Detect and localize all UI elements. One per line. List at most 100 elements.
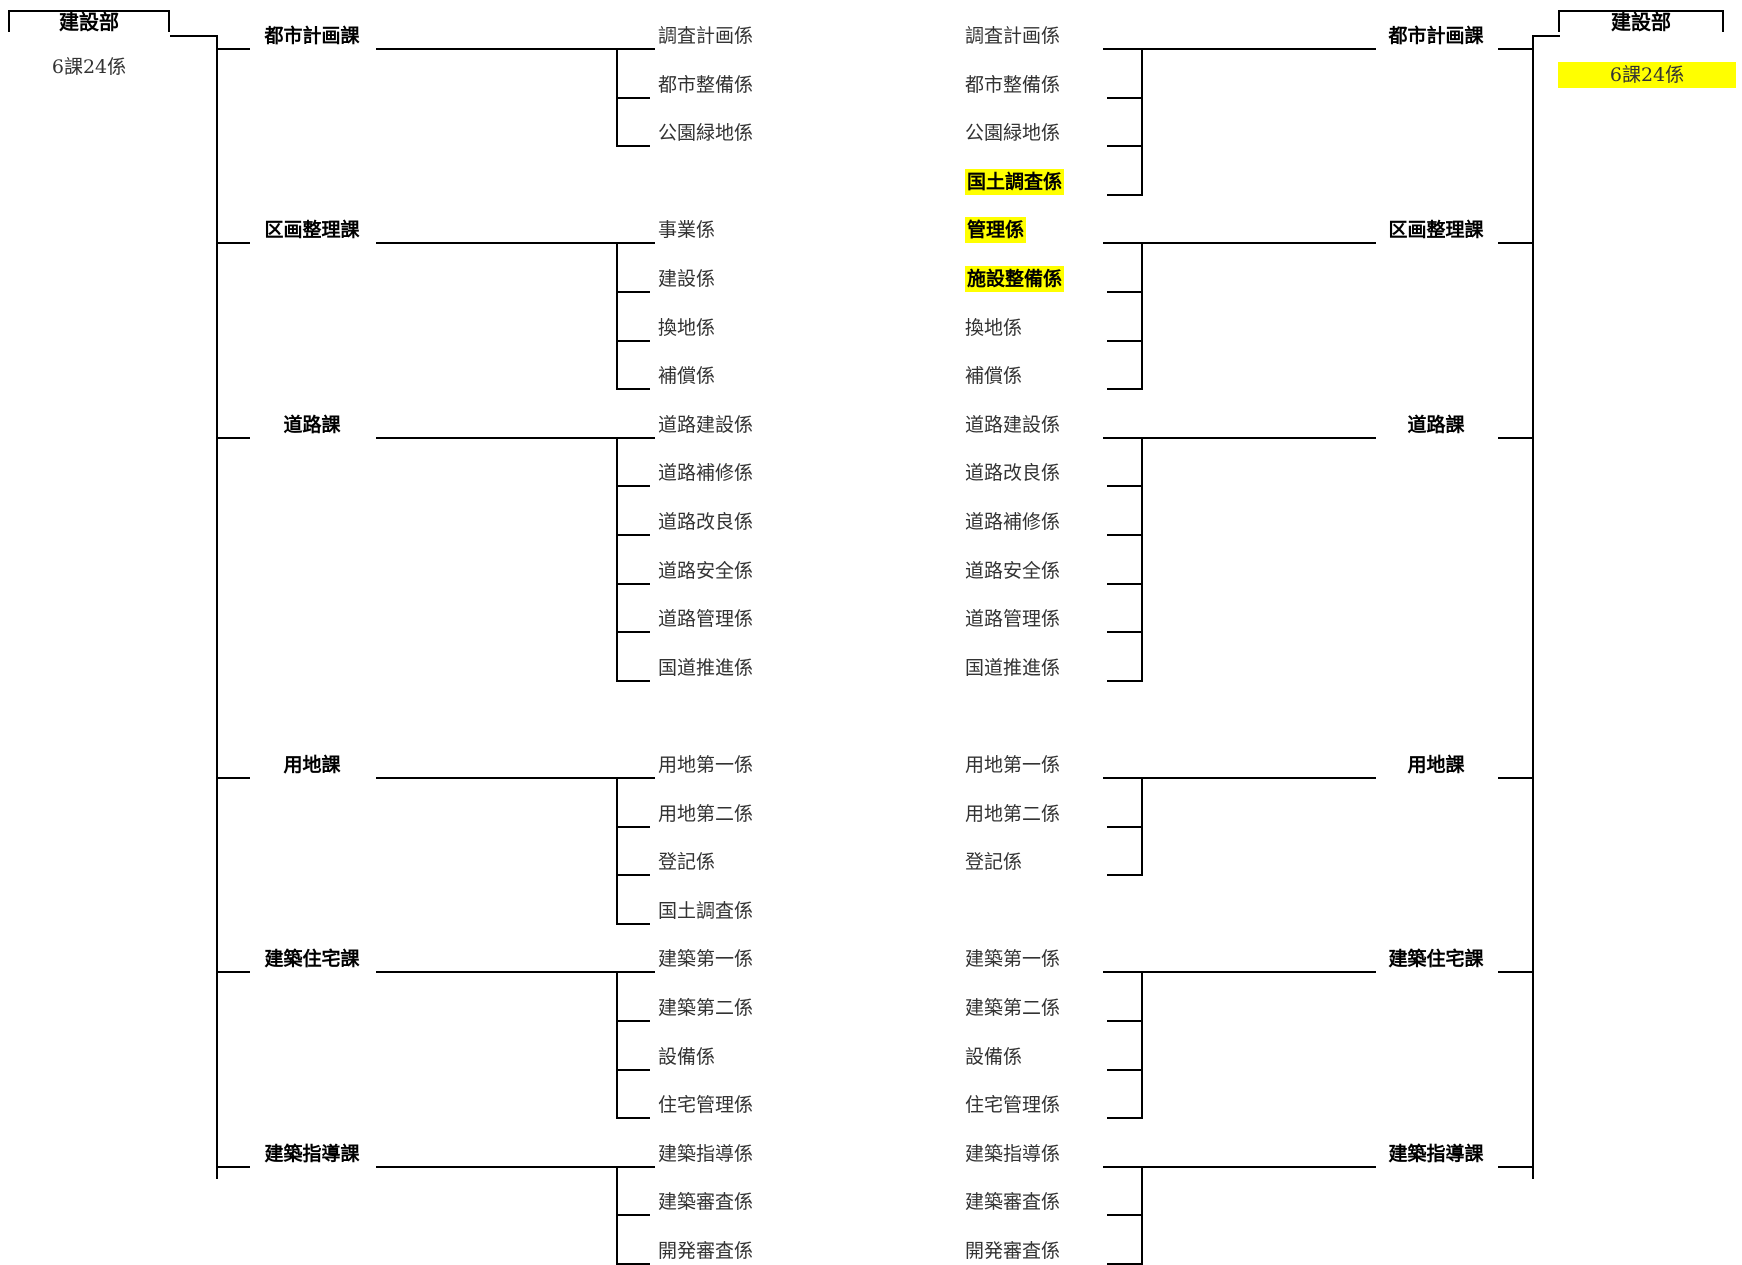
right-section-line <box>1103 242 1376 245</box>
right-unit-2-4: 道路管理係 <box>965 608 1061 631</box>
right-unit-5-0: 建築指導係 <box>965 1142 1061 1165</box>
right-unit-spine <box>1141 242 1143 391</box>
right-section-tick <box>1498 436 1532 439</box>
right-unit-tick <box>1107 339 1143 342</box>
left-unit-tick <box>616 825 650 828</box>
left-unit-tick <box>616 291 650 293</box>
right-unit-spine <box>1141 1165 1143 1265</box>
left-unit-tick <box>616 874 650 877</box>
left-unit-0-2: 公園緑地係 <box>658 122 754 145</box>
right-unit-tick <box>1107 582 1143 585</box>
left-department-count: 6課24係 <box>51 56 127 78</box>
left-unit-spine <box>616 971 618 1120</box>
left-unit-spine <box>616 777 618 925</box>
right-unit-3-1: 用地第二係 <box>965 802 1061 825</box>
left-unit-2-3: 道路安全係 <box>658 559 754 582</box>
right-unit-2-1: 道路改良係 <box>965 462 1061 485</box>
right-section-2: 道路課 <box>1407 413 1465 436</box>
right-unit-tick <box>1107 1214 1143 1217</box>
right-section-tick <box>1498 971 1532 974</box>
right-unit-2-0: 道路建設係 <box>965 413 1061 436</box>
right-unit-tick <box>1107 145 1143 148</box>
left-section-tick <box>216 242 250 245</box>
left-section-0: 都市計画課 <box>264 25 360 47</box>
right-unit-1-2: 換地係 <box>965 316 1023 339</box>
left-section-4: 建築住宅課 <box>264 948 360 971</box>
right-unit-3-2: 登記係 <box>965 851 1023 874</box>
right-unit-tick <box>1107 388 1143 391</box>
left-unit-tick <box>616 1117 650 1120</box>
left-unit-3-0: 用地第一係 <box>658 754 754 776</box>
left-section-line <box>376 436 655 439</box>
right-unit-0-0: 調査計画係 <box>965 25 1061 47</box>
right-section-tick <box>1498 48 1532 50</box>
left-unit-0-1: 都市整備係 <box>658 73 754 96</box>
right-unit-tick <box>1107 631 1143 634</box>
left-unit-2-5: 国道推進係 <box>658 656 754 679</box>
right-unit-2-3: 道路安全係 <box>965 559 1061 582</box>
right-unit-tick <box>1107 1117 1143 1120</box>
right-unit-0-2: 公園緑地係 <box>965 122 1061 145</box>
left-unit-tick <box>616 339 650 342</box>
left-unit-3-1: 用地第二係 <box>658 802 754 825</box>
right-unit-spine <box>1141 436 1143 682</box>
right-unit-tick <box>1107 1068 1143 1071</box>
right-unit-4-3: 住宅管理係 <box>965 1094 1061 1117</box>
left-unit-2-0: 道路建設係 <box>658 413 754 436</box>
left-unit-spine <box>616 242 618 391</box>
left-unit-1-0: 事業係 <box>658 219 716 242</box>
right-unit-tick <box>1107 291 1143 293</box>
right-unit-tick <box>1107 825 1143 828</box>
left-section-1: 区画整理課 <box>264 219 360 242</box>
right-unit-tick <box>1107 874 1143 877</box>
left-section-5: 建築指導課 <box>264 1142 360 1165</box>
left-unit-1-3: 補償係 <box>658 365 716 388</box>
left-section-tick <box>216 1165 250 1168</box>
left-section-tick <box>216 48 250 50</box>
left-unit-tick <box>616 1068 650 1071</box>
left-unit-1-2: 換地係 <box>658 316 716 339</box>
right-department-count: 6課24係 <box>1558 62 1736 88</box>
right-section-tick <box>1498 777 1532 779</box>
right-unit-5-1: 建築審査係 <box>965 1191 1061 1214</box>
right-unit-0-1: 都市整備係 <box>965 73 1061 96</box>
left-unit-tick <box>616 145 650 148</box>
left-unit-tick <box>616 534 650 536</box>
left-department-box: 建設部 <box>8 10 170 32</box>
right-unit-tick <box>1107 534 1143 536</box>
right-section-line <box>1103 1165 1376 1168</box>
right-section-line <box>1103 971 1376 974</box>
left-unit-tick <box>616 631 650 634</box>
left-dept-spine <box>216 35 218 1179</box>
right-unit-5-2: 開発審査係 <box>965 1240 1061 1262</box>
left-section-2: 道路課 <box>283 413 341 436</box>
right-section-3: 用地課 <box>1407 754 1465 776</box>
left-unit-spine <box>616 1165 618 1265</box>
left-unit-4-2: 設備係 <box>658 1045 716 1068</box>
left-section-tick <box>216 436 250 439</box>
right-unit-tick <box>1107 1020 1143 1022</box>
right-unit-3-0: 用地第一係 <box>965 754 1061 776</box>
left-unit-4-0: 建築第一係 <box>658 948 754 971</box>
right-section-line <box>1103 436 1376 439</box>
right-unit-2-2: 道路補修係 <box>965 511 1061 533</box>
left-unit-4-3: 住宅管理係 <box>658 1094 754 1117</box>
left-dept-top <box>170 35 216 37</box>
left-unit-tick <box>616 1020 650 1022</box>
left-unit-tick <box>616 388 650 391</box>
right-section-line <box>1103 777 1376 779</box>
left-unit-tick <box>616 485 650 488</box>
left-unit-3-2: 登記係 <box>658 851 716 874</box>
left-section-line <box>376 777 655 779</box>
left-unit-5-2: 開発審査係 <box>658 1240 754 1262</box>
left-unit-0-0: 調査計画係 <box>658 25 754 47</box>
right-department-box: 建設部 <box>1558 10 1724 32</box>
left-section-line <box>376 1165 655 1168</box>
right-section-1: 区画整理課 <box>1388 219 1484 242</box>
left-unit-tick <box>616 922 650 925</box>
right-unit-4-1: 建築第二係 <box>965 997 1061 1019</box>
right-unit-0-3: 国土調査係 <box>965 168 1065 195</box>
left-section-line <box>376 242 655 245</box>
right-unit-tick <box>1107 96 1143 99</box>
